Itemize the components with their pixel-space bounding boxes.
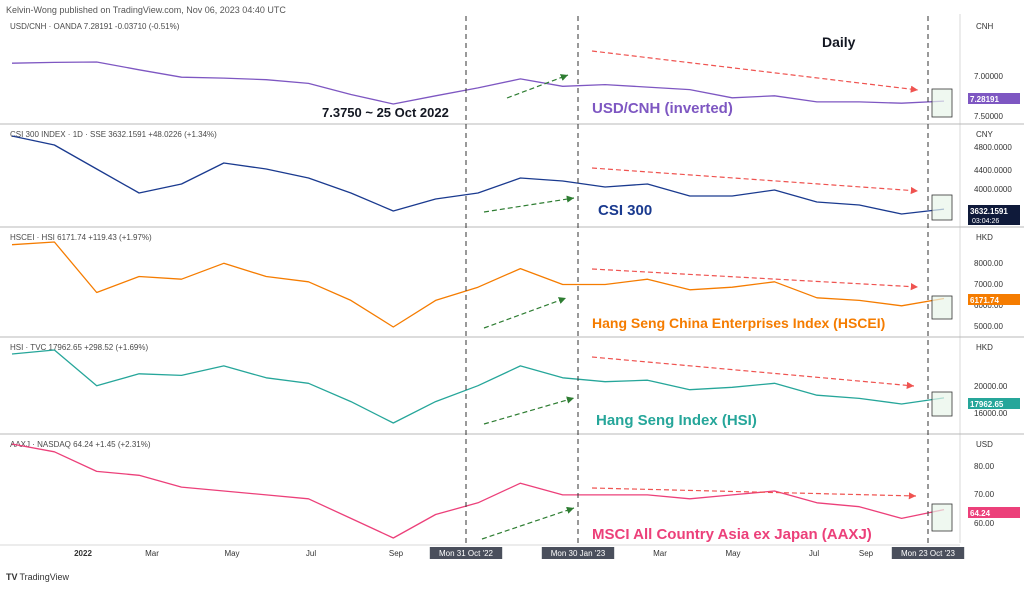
last-value-text: 6171.74 bbox=[970, 296, 999, 305]
time-tick-label: May bbox=[725, 549, 740, 558]
y-tick-label: 8000.00 bbox=[974, 259, 1003, 268]
highlight-box bbox=[931, 503, 953, 532]
y-tick-label: 7.50000 bbox=[974, 112, 1003, 121]
last-value-tag bbox=[968, 507, 1020, 518]
last-value-tag bbox=[968, 93, 1020, 104]
y-tick-label: 20000.00 bbox=[974, 382, 1008, 391]
time-tick-label: Jul bbox=[809, 549, 819, 558]
time-marker-tag bbox=[429, 547, 503, 559]
y-tick-label: 5000.00 bbox=[974, 322, 1003, 331]
time-tick-label: Jul bbox=[306, 549, 316, 558]
pane-annotation: MSCI All Country Asia ex Japan (AAXJ) bbox=[592, 526, 872, 543]
last-value-countdown: 03:04:26 bbox=[972, 218, 999, 225]
y-tick-label: 7.00000 bbox=[974, 72, 1003, 81]
currency-label: CNY bbox=[976, 130, 994, 139]
y-tick-label: 4400.0000 bbox=[974, 166, 1012, 175]
time-tick-label: Sep bbox=[389, 549, 404, 558]
time-tick-label: Sep bbox=[859, 549, 874, 558]
highlight-box bbox=[931, 391, 953, 417]
trend-arrow-up bbox=[483, 297, 567, 329]
y-tick-label: 4800.0000 bbox=[974, 143, 1012, 152]
pane-header: HSI · TVC 17962.65 +298.52 (+1.69%) bbox=[10, 343, 148, 352]
logo-text: TradingView bbox=[19, 572, 70, 582]
y-tick-label: 4000.0000 bbox=[974, 185, 1012, 194]
time-tick-label: Mar bbox=[653, 549, 667, 558]
trend-arrow-up bbox=[483, 396, 575, 425]
publish-byline: Kelvin-Wong published on TradingView.com… bbox=[6, 5, 286, 15]
last-value-text: 17962.65 bbox=[970, 400, 1004, 409]
series-line-usdcnh bbox=[11, 61, 945, 105]
trend-arrow-down bbox=[591, 487, 917, 500]
tradingview-logo: TV TradingView bbox=[6, 572, 69, 582]
trend-arrow-up bbox=[506, 74, 569, 99]
series-line-csi300 bbox=[11, 135, 945, 215]
time-tick-label: 2022 bbox=[74, 549, 92, 558]
time-marker-tag bbox=[541, 547, 615, 559]
time-marker-tag bbox=[891, 547, 965, 559]
currency-label: HKD bbox=[976, 233, 993, 242]
currency-label: USD bbox=[976, 440, 993, 449]
series-line-hscei bbox=[11, 241, 945, 328]
currency-label: CNH bbox=[976, 22, 994, 31]
y-tick-label: 80.00 bbox=[974, 462, 995, 471]
y-tick-label: 7000.00 bbox=[974, 280, 1003, 289]
highlight-box bbox=[931, 295, 953, 320]
time-tick-label: Mar bbox=[145, 549, 159, 558]
last-value-text: 7.28191 bbox=[970, 95, 999, 104]
last-value-tag bbox=[968, 398, 1020, 409]
trend-arrow-up bbox=[483, 195, 575, 213]
y-tick-label: 70.00 bbox=[974, 490, 995, 499]
series-line-aaxj bbox=[11, 443, 945, 539]
trend-arrow-down bbox=[591, 268, 919, 291]
time-marker-label: Mon 23 Oct '23 bbox=[901, 549, 956, 558]
pane-annotation: USD/CNH (inverted) bbox=[592, 100, 733, 117]
highlight-box bbox=[931, 88, 953, 118]
pane-annotation: Hang Seng China Enterprises Index (HSCEI… bbox=[592, 315, 885, 331]
timeframe-label: Daily bbox=[822, 34, 856, 50]
y-tick-label: 6000.00 bbox=[974, 301, 1003, 310]
trend-arrow-down bbox=[591, 167, 919, 195]
currency-label: HKD bbox=[976, 343, 993, 352]
trend-arrow-down bbox=[591, 356, 915, 389]
last-value-tag bbox=[968, 205, 1020, 225]
last-value-text: 64.24 bbox=[970, 509, 991, 518]
highlight-box bbox=[931, 194, 953, 221]
tradingview-logo-icon: TV bbox=[6, 572, 18, 582]
pane-header: AAXJ · NASDAQ 64.24 +1.45 (+2.31%) bbox=[10, 440, 151, 449]
pane-header: CSI 300 INDEX · 1D · SSE 3632.1591 +48.0… bbox=[10, 130, 217, 139]
last-value-text: 3632.1591 bbox=[970, 207, 1008, 216]
y-tick-label: 16000.00 bbox=[974, 409, 1008, 418]
pane-annotation: CSI 300 bbox=[598, 202, 652, 219]
time-tick-label: May bbox=[224, 549, 239, 558]
pane-header: HSCEI · HSI 6171.74 +119.43 (+1.97%) bbox=[10, 233, 152, 242]
trend-arrow-down bbox=[591, 50, 919, 93]
pane-note: 7.3750 ~ 25 Oct 2022 bbox=[322, 105, 449, 120]
series-line-hsi bbox=[11, 349, 945, 424]
time-marker-label: Mon 30 Jan '23 bbox=[551, 549, 606, 558]
time-marker-label: Mon 31 Oct '22 bbox=[439, 549, 494, 558]
trend-arrow-up bbox=[481, 506, 575, 540]
pane-header: USD/CNH · OANDA 7.28191 -0.03710 (-0.51%… bbox=[10, 22, 180, 31]
last-value-tag bbox=[968, 294, 1020, 305]
y-tick-label: 60.00 bbox=[974, 519, 995, 528]
pane-annotation: Hang Seng Index (HSI) bbox=[596, 412, 757, 429]
